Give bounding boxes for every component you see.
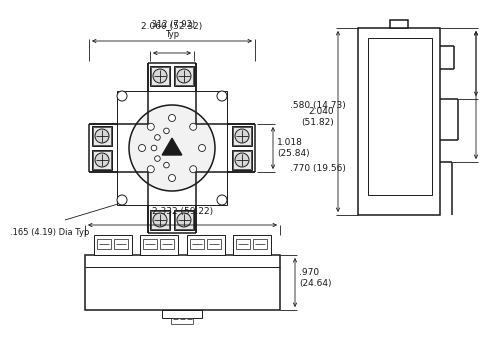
Bar — [234, 235, 272, 255]
Circle shape — [154, 134, 160, 140]
Circle shape — [95, 129, 109, 143]
Text: .970
(24.64): .970 (24.64) — [299, 268, 332, 288]
Circle shape — [168, 175, 175, 182]
Bar — [175, 211, 193, 229]
Bar — [151, 67, 169, 85]
Circle shape — [168, 115, 175, 122]
Circle shape — [190, 166, 196, 173]
Bar — [174, 210, 194, 230]
Circle shape — [177, 69, 191, 83]
Circle shape — [95, 153, 109, 167]
Bar — [171, 318, 193, 324]
Bar — [93, 151, 111, 169]
Circle shape — [217, 91, 227, 101]
Text: .312 (7.92)
Typ: .312 (7.92) Typ — [149, 20, 195, 39]
Bar — [117, 91, 227, 205]
Polygon shape — [162, 138, 182, 155]
Circle shape — [235, 129, 249, 143]
Text: 2.332 (59.22): 2.332 (59.22) — [152, 207, 213, 216]
Circle shape — [117, 91, 127, 101]
Bar — [160, 239, 174, 249]
Bar — [94, 235, 132, 255]
Bar — [150, 66, 170, 86]
Text: .580 (14.73): .580 (14.73) — [290, 101, 346, 110]
Circle shape — [138, 145, 145, 152]
Bar — [236, 239, 250, 249]
Bar — [93, 127, 111, 145]
Bar — [368, 38, 432, 195]
Text: 2.060 (52.32): 2.060 (52.32) — [142, 22, 203, 31]
Bar — [233, 127, 251, 145]
Text: 2.040
(51.82): 2.040 (51.82) — [301, 107, 334, 127]
Bar — [114, 239, 128, 249]
Circle shape — [153, 213, 167, 227]
Bar — [175, 67, 193, 85]
Circle shape — [177, 213, 191, 227]
Bar — [187, 235, 225, 255]
Bar — [150, 210, 170, 230]
Circle shape — [117, 195, 127, 205]
Circle shape — [153, 69, 167, 83]
Circle shape — [198, 145, 205, 152]
Text: .770 (19.56): .770 (19.56) — [290, 164, 346, 173]
Circle shape — [154, 156, 160, 161]
Bar — [96, 239, 110, 249]
Circle shape — [151, 145, 157, 151]
Bar — [358, 28, 440, 215]
Bar — [92, 126, 112, 146]
Bar — [143, 239, 157, 249]
Bar — [140, 235, 178, 255]
Ellipse shape — [129, 105, 215, 191]
Bar — [232, 150, 252, 170]
Circle shape — [217, 195, 227, 205]
Bar — [174, 66, 194, 86]
Bar — [92, 150, 112, 170]
Circle shape — [164, 162, 169, 168]
Bar — [162, 310, 202, 318]
Circle shape — [148, 166, 154, 173]
Bar — [233, 151, 251, 169]
Text: 1.018
(25.84): 1.018 (25.84) — [277, 138, 310, 158]
Bar — [254, 239, 268, 249]
Bar — [390, 20, 408, 28]
Circle shape — [190, 123, 196, 130]
Bar — [232, 126, 252, 146]
Text: .165 (4.19) Dia Typ: .165 (4.19) Dia Typ — [10, 228, 90, 237]
Bar — [85, 255, 280, 310]
Bar — [190, 239, 204, 249]
Circle shape — [164, 128, 169, 134]
Bar — [207, 239, 221, 249]
Circle shape — [148, 123, 154, 130]
Bar — [151, 211, 169, 229]
Circle shape — [235, 153, 249, 167]
